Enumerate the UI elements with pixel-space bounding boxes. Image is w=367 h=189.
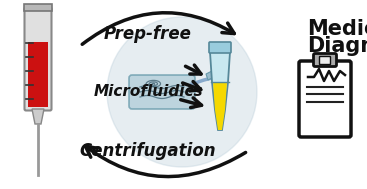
Text: Microfluidics: Microfluidics — [93, 84, 203, 99]
Polygon shape — [206, 70, 216, 80]
FancyBboxPatch shape — [313, 53, 337, 67]
Text: Centrifugation: Centrifugation — [80, 142, 216, 160]
Polygon shape — [210, 52, 230, 130]
Bar — [24, 4, 52, 11]
FancyBboxPatch shape — [25, 8, 51, 111]
FancyBboxPatch shape — [299, 61, 351, 137]
Polygon shape — [32, 109, 44, 124]
FancyBboxPatch shape — [209, 42, 231, 53]
Polygon shape — [213, 82, 227, 130]
Circle shape — [107, 17, 257, 167]
FancyBboxPatch shape — [320, 57, 331, 64]
Text: Medical: Medical — [307, 19, 367, 39]
Bar — [35, 7, 41, 69]
Text: Diagnostics: Diagnostics — [307, 36, 367, 56]
Bar — [28, 42, 48, 107]
Text: Prep-free: Prep-free — [104, 25, 192, 43]
FancyBboxPatch shape — [129, 75, 195, 109]
